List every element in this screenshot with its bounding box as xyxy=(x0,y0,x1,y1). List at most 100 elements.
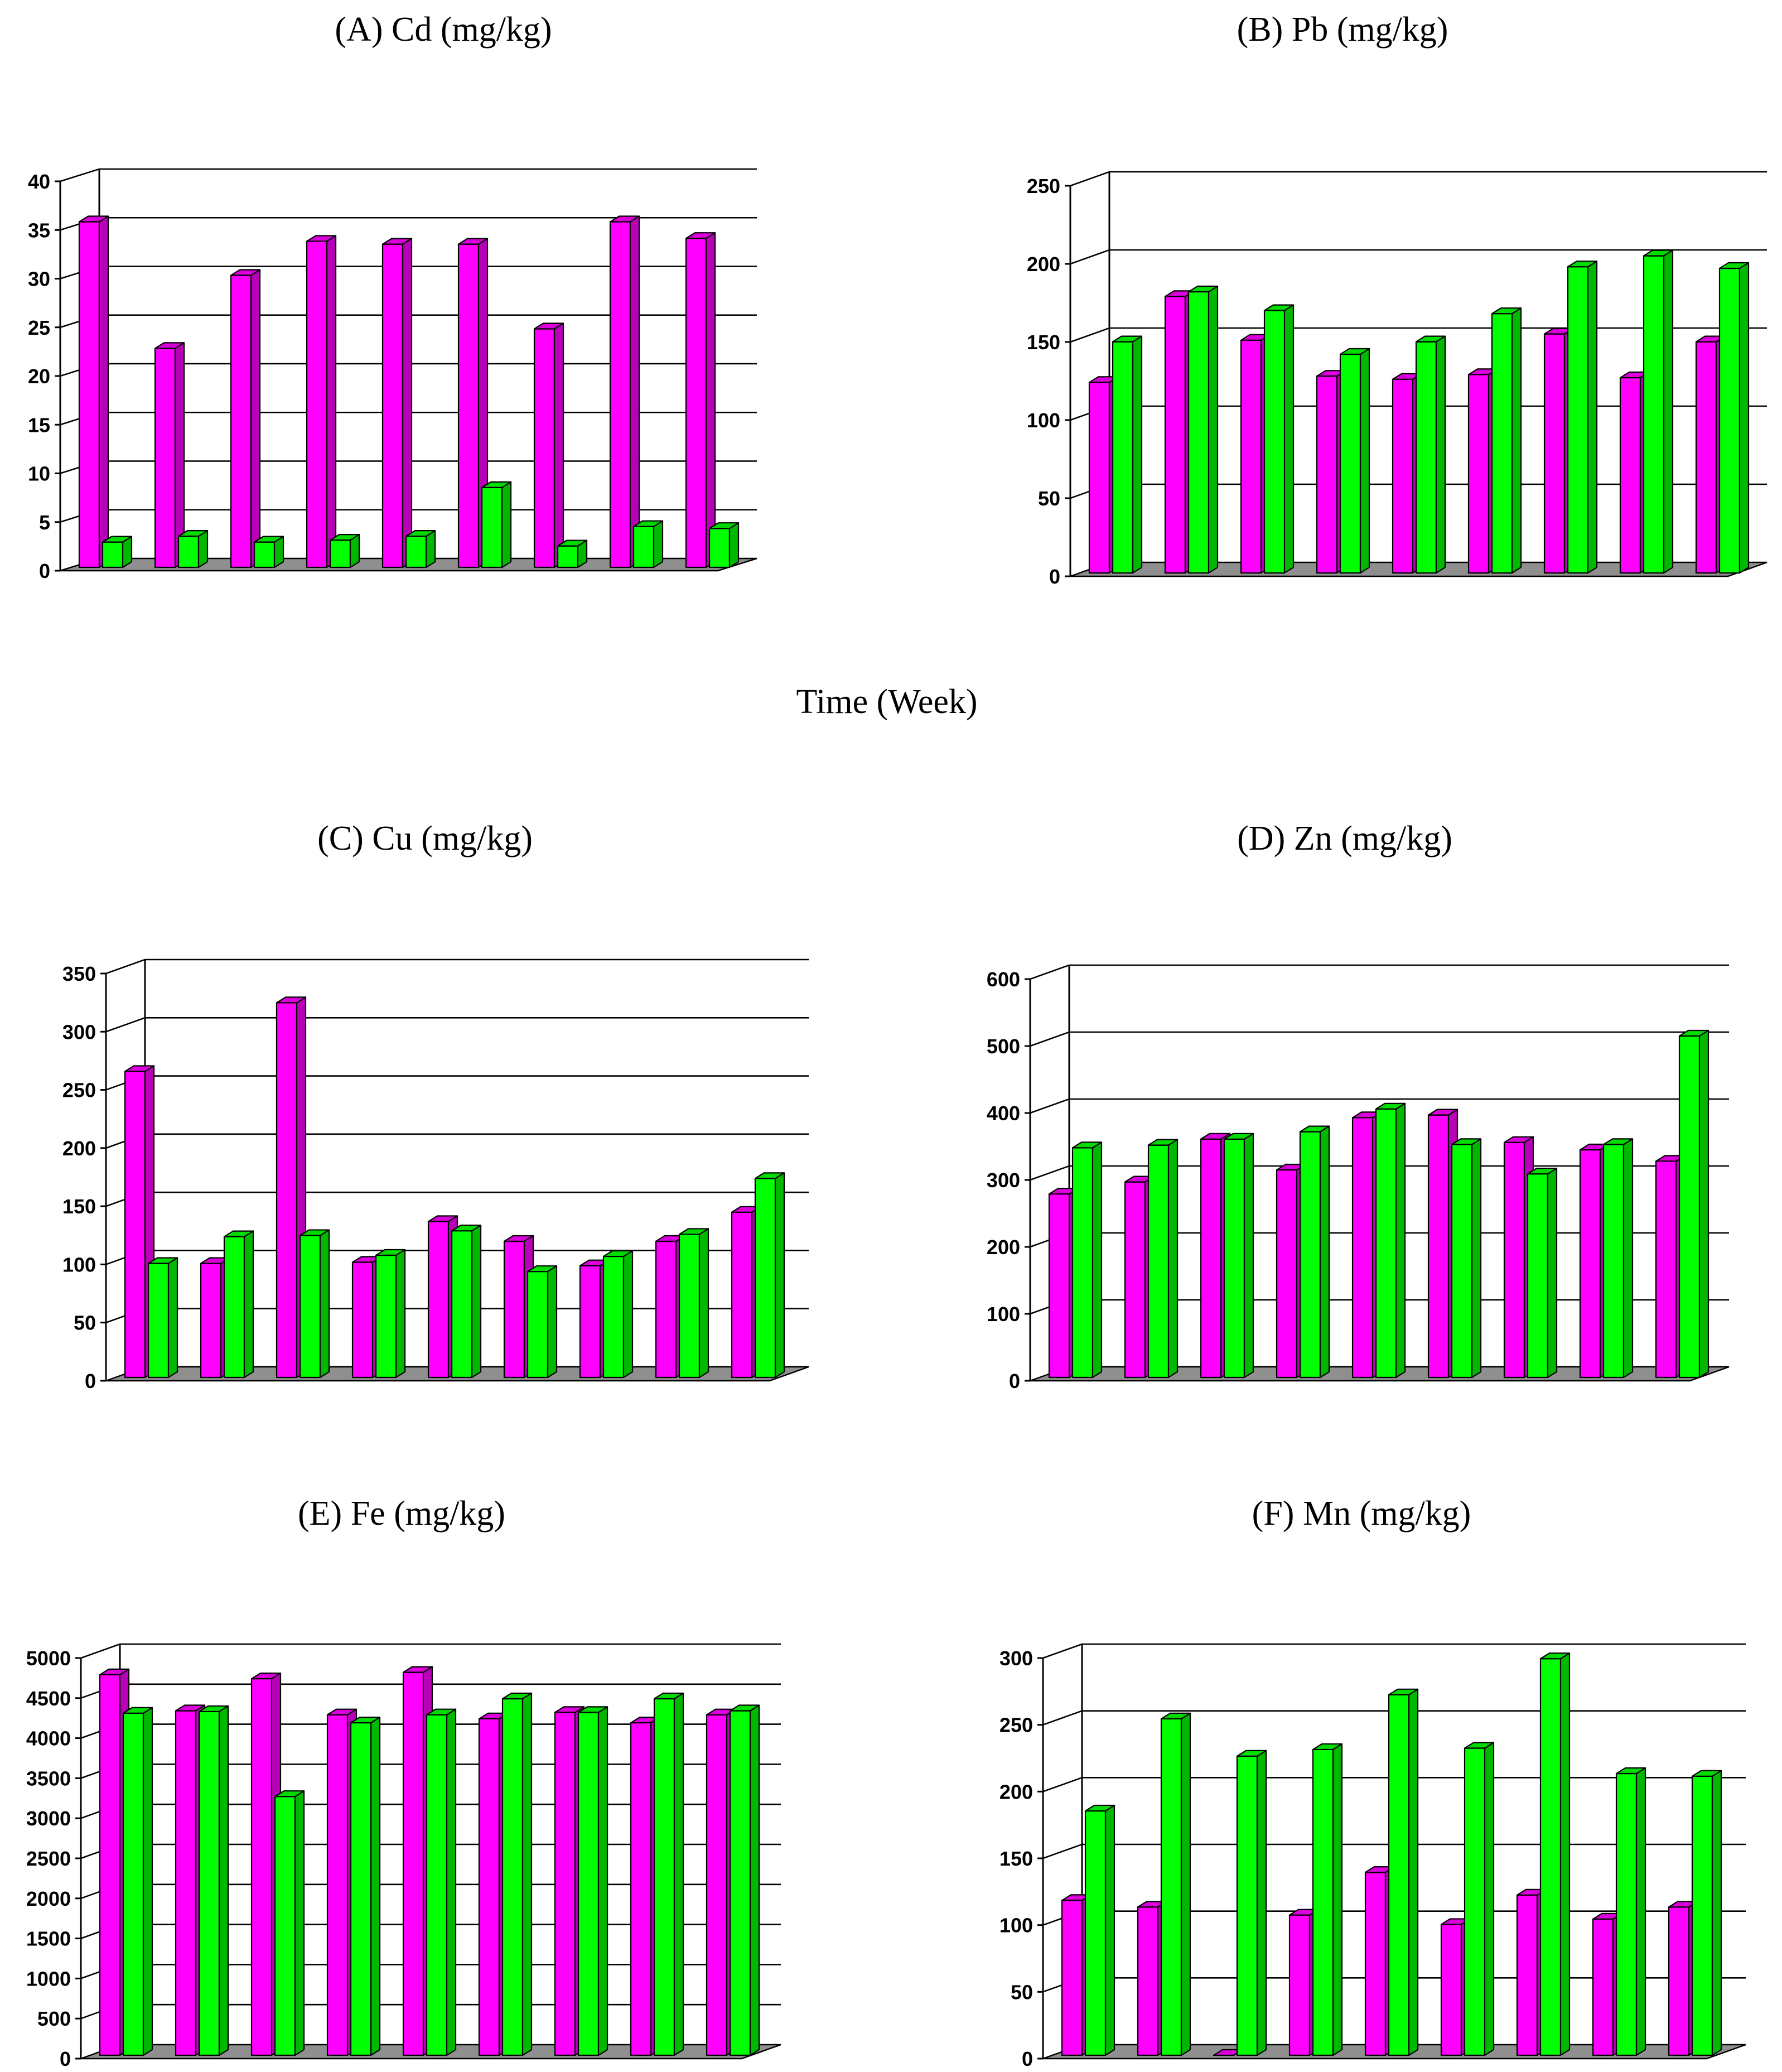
bar-front-cu-s1-c8 xyxy=(655,1240,677,1379)
bar-cd-s1-c4 xyxy=(306,235,337,568)
bar-front-mn-s2-c5 xyxy=(1388,1694,1410,2056)
bar-front-fe-s2-c9 xyxy=(729,1710,751,2056)
bar-top-fe-s2-c5 xyxy=(426,1708,457,1716)
y-tick-label-zn-6: 600 xyxy=(987,968,1020,991)
y-tick-label-fe-0: 0 xyxy=(60,2047,71,2070)
bar-top-cd-s2-c8 xyxy=(632,520,664,527)
bar-front-cd-s2-c6 xyxy=(481,486,503,568)
bar-side-zn-s2-c5 xyxy=(1395,1102,1406,1379)
bar-top-fe-s1-c3 xyxy=(250,1672,282,1680)
bar-top-cu-s2-c6 xyxy=(527,1265,558,1273)
chart-title-zn: (D) Zn (mg/kg) xyxy=(1237,820,1452,857)
bar-front-cd-s1-c1 xyxy=(78,221,100,568)
gridline-cu-5 xyxy=(105,1075,809,1091)
bar-top-mn-s2-c2 xyxy=(1160,1712,1191,1719)
y-tick-label-cu-6: 300 xyxy=(62,1020,96,1043)
bar-side-fe-s2-c3 xyxy=(294,1790,305,2056)
bar-front-fe-s1-c7 xyxy=(554,1712,576,2056)
bar-cu-s2-c6 xyxy=(527,1265,558,1379)
bar-front-pb-s1-c6 xyxy=(1467,374,1490,574)
bar-top-cu-s2-c1 xyxy=(147,1257,178,1264)
bar-top-pb-s2-c5 xyxy=(1415,335,1446,343)
bar-top-cu-s2-c8 xyxy=(678,1228,709,1235)
bar-cu-s2-c9 xyxy=(754,1172,785,1379)
bar-zn-s2-c8 xyxy=(1602,1138,1634,1379)
bar-side-mn-s2-c7 xyxy=(1559,1652,1571,2056)
bar-side-cd-s1-c9 xyxy=(705,232,716,568)
chart-title-cd: (A) Cd (mg/kg) xyxy=(335,11,552,49)
gridline-cu-3 xyxy=(105,1191,809,1207)
bar-front-fe-s2-c7 xyxy=(577,1712,600,2056)
y-tick-label-mn-2: 100 xyxy=(999,1914,1033,1937)
bar-top-zn-s2-c2 xyxy=(1147,1139,1179,1146)
bar-top-fe-s2-c6 xyxy=(501,1692,533,1700)
bar-side-cu-s2-c9 xyxy=(774,1172,785,1379)
bar-top-cd-s2-c2 xyxy=(177,530,209,537)
bar-front-pb-s1-c4 xyxy=(1316,375,1338,574)
bar-cu-s1-c1 xyxy=(124,1065,155,1379)
bar-front-cd-s1-c4 xyxy=(306,240,328,568)
bar-side-mn-s2-c2 xyxy=(1180,1712,1191,2056)
chart-pb: (B) Pb (mg/kg) 0 50 100 150 200 250 xyxy=(1027,11,1767,588)
bar-top-fe-s2-c3 xyxy=(274,1790,305,1798)
bar-front-cd-s2-c5 xyxy=(405,536,427,568)
bar-side-zn-s2-c7 xyxy=(1547,1168,1558,1379)
bar-cu-s2-c7 xyxy=(602,1250,634,1379)
bar-cd-s2-c2 xyxy=(177,530,209,568)
y-tick-label-pb-1: 50 xyxy=(1038,487,1060,510)
bar-top-pb-s2-c4 xyxy=(1339,348,1370,355)
y-tick-label-cu-2: 100 xyxy=(62,1253,96,1276)
bar-side-cu-s2-c3 xyxy=(319,1229,330,1379)
bar-side-cu-s2-c7 xyxy=(622,1250,634,1379)
bar-front-cu-s1-c1 xyxy=(124,1071,146,1379)
y-tick-label-zn-3: 300 xyxy=(987,1169,1020,1192)
bar-side-fe-s2-c9 xyxy=(749,1704,760,2056)
gridline-pb-5 xyxy=(1070,171,1767,187)
bar-top-mn-s2-c7 xyxy=(1539,1652,1571,1660)
chart-fe: (E) Fe (mg/kg) 0 500 1000 1500 2000 2500 3000 35… xyxy=(26,1495,781,2070)
bar-front-mn-s1-c5 xyxy=(1364,1872,1387,2056)
bar-front-pb-s2-c8 xyxy=(1643,255,1665,574)
y-tick-label-cd-5: 25 xyxy=(28,316,50,339)
bar-front-pb-s2-c3 xyxy=(1263,310,1286,574)
bar-front-cd-s1-c5 xyxy=(381,243,404,568)
y-tick-label-fe-5: 2500 xyxy=(26,1847,71,1870)
bar-front-zn-s1-c2 xyxy=(1124,1181,1146,1379)
bar-front-fe-s1-c2 xyxy=(175,1710,197,2056)
bar-cd-s2-c8 xyxy=(632,520,664,568)
bar-top-cd-s2-c7 xyxy=(557,539,588,547)
bar-front-zn-s2-c8 xyxy=(1602,1144,1625,1379)
bar-cu-s2-c2 xyxy=(223,1230,254,1379)
bar-front-zn-s1-c5 xyxy=(1351,1117,1374,1379)
bar-fe-s2-c2 xyxy=(198,1705,229,2056)
bar-front-fe-s1-c9 xyxy=(706,1714,728,2056)
bar-front-zn-s1-c3 xyxy=(1200,1138,1222,1379)
bar-top-cd-s2-c3 xyxy=(253,536,284,543)
bar-front-zn-s2-c9 xyxy=(1678,1035,1701,1379)
bar-top-cd-s1-c8 xyxy=(609,215,640,223)
chart-cu: (C) Cu (mg/kg) 0 50 100 150 200 250 300 350 xyxy=(62,820,809,1392)
bar-side-cu-s2-c2 xyxy=(243,1230,254,1379)
bar-front-cd-s2-c3 xyxy=(253,541,276,568)
bar-front-fe-s1-c6 xyxy=(478,1718,500,2056)
bar-top-zn-s1-c7 xyxy=(1503,1136,1534,1143)
bar-top-cd-s2-c6 xyxy=(481,481,512,489)
bar-front-cu-s2-c5 xyxy=(451,1230,473,1379)
bar-zn-s2-c4 xyxy=(1299,1125,1330,1379)
bar-top-fe-s1-c4 xyxy=(326,1708,358,1716)
bar-top-fe-s2-c9 xyxy=(729,1704,760,1712)
bar-top-cu-s2-c5 xyxy=(451,1225,482,1232)
y-tick-label-cd-1: 5 xyxy=(39,511,50,534)
gridline-mn-6 xyxy=(1042,1643,1746,1659)
y-tick-label-cd-7: 35 xyxy=(28,219,50,242)
y-tick-label-pb-0: 0 xyxy=(1049,565,1060,588)
bar-front-cu-s2-c7 xyxy=(602,1255,625,1379)
bar-side-pb-s2-c1 xyxy=(1132,335,1143,574)
bar-side-fe-s2-c1 xyxy=(142,1707,153,2056)
bar-side-cd-s2-c5 xyxy=(425,530,436,568)
y-tick-label-cu-5: 250 xyxy=(62,1079,96,1102)
y-tick-label-cu-0: 0 xyxy=(85,1370,96,1392)
bar-side-cd-s2-c8 xyxy=(653,520,664,568)
bar-front-cu-s2-c3 xyxy=(299,1235,321,1379)
bar-top-fe-s2-c8 xyxy=(653,1692,684,1700)
